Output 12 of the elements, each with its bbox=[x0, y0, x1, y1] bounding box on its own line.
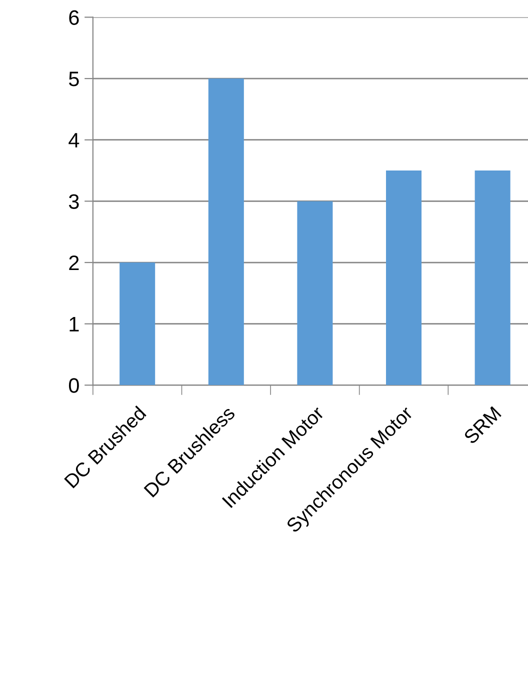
bar bbox=[120, 262, 156, 386]
y-tick-label: 1 bbox=[70, 317, 79, 332]
bar bbox=[208, 78, 244, 386]
y-tick-label: 6 bbox=[69, 10, 79, 25]
y-tick-label: 3 bbox=[68, 194, 79, 209]
y-tick-label: 2 bbox=[69, 256, 79, 270]
bar bbox=[474, 170, 510, 386]
y-tick-label: 4 bbox=[68, 133, 80, 148]
bar bbox=[297, 201, 333, 386]
bar bbox=[386, 170, 422, 386]
y-tick-label: 0 bbox=[68, 378, 79, 393]
y-tick-label: 5 bbox=[68, 72, 79, 86]
